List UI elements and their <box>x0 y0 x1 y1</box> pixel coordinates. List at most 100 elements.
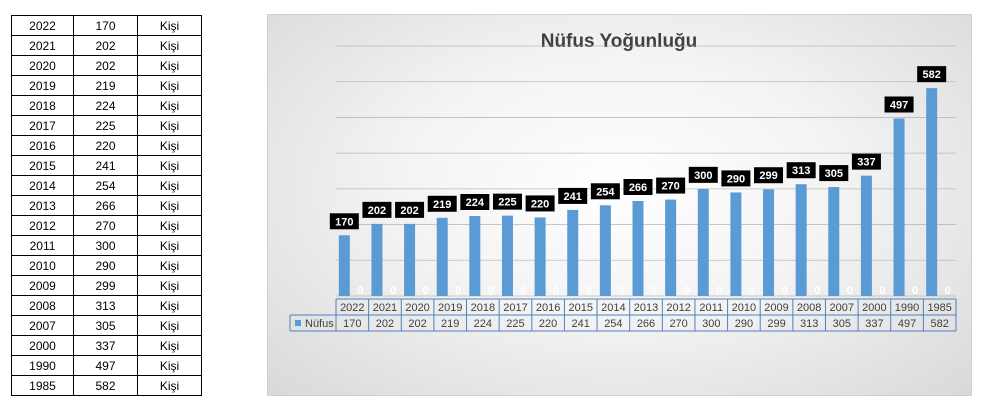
value-label: 224 <box>474 318 492 330</box>
zero-label: 0 <box>618 285 624 297</box>
value-cell[interactable]: 300 <box>73 235 138 256</box>
year-cell[interactable]: 2010 <box>11 255 74 276</box>
value-cell[interactable]: 224 <box>73 95 138 116</box>
value-label: 225 <box>506 318 524 330</box>
category-label: 2015 <box>568 302 592 314</box>
category-label: 2011 <box>699 302 723 314</box>
year-cell[interactable]: 2015 <box>11 155 74 176</box>
value-cell[interactable]: 202 <box>73 55 138 76</box>
table-row: 2022 170 Kişi <box>11 15 202 36</box>
unit-cell[interactable]: Kişi <box>137 335 202 356</box>
table-row: 2013 266 Kişi <box>11 195 202 216</box>
unit-cell[interactable]: Kişi <box>137 55 202 76</box>
data-table: 2022 170 Kişi 2021 202 Kişi 2020 202 Kişi 2019 219… <box>11 15 202 396</box>
zero-label: 0 <box>553 285 559 297</box>
value-label: 266 <box>637 318 655 330</box>
year-cell[interactable]: 2008 <box>11 295 74 316</box>
year-cell[interactable]: 2019 <box>11 75 74 96</box>
bar <box>436 217 448 296</box>
year-cell[interactable]: 2021 <box>11 35 74 56</box>
unit-cell[interactable]: Kişi <box>137 355 202 376</box>
data-label-box <box>688 166 718 183</box>
bar <box>534 217 546 296</box>
value-cell[interactable]: 241 <box>73 155 138 176</box>
category-label: 2020 <box>405 302 429 314</box>
year-cell[interactable]: 2007 <box>11 315 74 336</box>
value-label: 219 <box>441 318 459 330</box>
data-label: 202 <box>368 205 386 217</box>
year-cell[interactable]: 2013 <box>11 195 74 216</box>
unit-cell[interactable]: Kişi <box>137 135 202 156</box>
bar <box>567 209 579 296</box>
value-cell[interactable]: 337 <box>73 335 138 356</box>
table-row: 1990 497 Kişi <box>11 355 202 376</box>
unit-cell[interactable]: Kişi <box>137 35 202 56</box>
unit-cell[interactable]: Kişi <box>137 255 202 276</box>
table-row: 2009 299 Kişi <box>11 275 202 296</box>
category-label: 2013 <box>634 302 658 314</box>
data-label: 241 <box>564 191 582 203</box>
unit-cell[interactable]: Kişi <box>137 235 202 256</box>
year-cell[interactable]: 2014 <box>11 175 74 196</box>
value-cell[interactable]: 202 <box>73 35 138 56</box>
unit-cell[interactable]: Kişi <box>137 95 202 116</box>
table-row: 2008 313 Kişi <box>11 295 202 316</box>
year-cell[interactable]: 2012 <box>11 215 74 236</box>
table-row: 2014 254 Kişi <box>11 175 202 196</box>
value-cell[interactable]: 299 <box>73 275 138 296</box>
data-label-box <box>917 66 947 83</box>
value-cell[interactable]: 220 <box>73 135 138 156</box>
unit-cell[interactable]: Kişi <box>137 15 202 36</box>
year-cell[interactable]: 2016 <box>11 135 74 156</box>
unit-cell[interactable]: Kişi <box>137 215 202 236</box>
year-cell[interactable]: 2017 <box>11 115 74 136</box>
value-cell[interactable]: 582 <box>73 375 138 396</box>
zero-label: 0 <box>945 285 951 297</box>
year-cell[interactable]: 2011 <box>11 235 74 256</box>
unit-cell[interactable]: Kişi <box>137 375 202 396</box>
unit-cell[interactable]: Kişi <box>137 295 202 316</box>
year-cell[interactable]: 2000 <box>11 335 74 356</box>
data-label: 266 <box>629 182 647 194</box>
value-cell[interactable]: 313 <box>73 295 138 316</box>
year-cell[interactable]: 2018 <box>11 95 74 116</box>
year-cell[interactable]: 2009 <box>11 275 74 296</box>
value-cell[interactable]: 254 <box>73 175 138 196</box>
unit-cell[interactable]: Kişi <box>137 315 202 336</box>
value-cell[interactable]: 497 <box>73 355 138 376</box>
value-cell[interactable]: 270 <box>73 215 138 236</box>
bar <box>697 188 709 296</box>
bar <box>501 215 513 296</box>
year-cell[interactable]: 1990 <box>11 355 74 376</box>
value-label: 202 <box>408 318 426 330</box>
value-cell[interactable]: 305 <box>73 315 138 336</box>
category-label: 2008 <box>797 302 821 314</box>
unit-cell[interactable]: Kişi <box>137 115 202 136</box>
table-row: 2018 224 Kişi <box>11 95 202 116</box>
data-label-box <box>460 194 490 210</box>
zero-label: 0 <box>716 285 722 297</box>
zero-label: 0 <box>749 285 755 297</box>
unit-cell[interactable]: Kişi <box>137 195 202 216</box>
data-label: 497 <box>890 100 908 112</box>
unit-cell[interactable]: Kişi <box>137 275 202 296</box>
value-cell[interactable]: 266 <box>73 195 138 216</box>
value-cell[interactable]: 219 <box>73 75 138 96</box>
data-label: 300 <box>694 170 712 182</box>
bar <box>893 118 905 296</box>
year-cell[interactable]: 2020 <box>11 55 74 76</box>
table-row: 2021 202 Kişi <box>11 35 202 56</box>
data-label: 219 <box>433 199 451 211</box>
value-label: 202 <box>376 318 394 330</box>
year-cell[interactable]: 2022 <box>11 15 74 36</box>
year-cell[interactable]: 1985 <box>11 375 74 396</box>
value-cell[interactable]: 170 <box>73 15 138 36</box>
unit-cell[interactable]: Kişi <box>137 155 202 176</box>
value-cell[interactable]: 225 <box>73 115 138 136</box>
bar <box>338 235 350 296</box>
population-chart: Nüfus Yoğunluğu 017002020202021902240225… <box>289 31 957 332</box>
chart-panel[interactable]: Nüfus Yoğunluğu 0 170 0 202 0 202 0 219 0 224 0 225… <box>267 14 972 396</box>
unit-cell[interactable]: Kişi <box>137 75 202 96</box>
unit-cell[interactable]: Kişi <box>137 175 202 196</box>
value-cell[interactable]: 290 <box>73 255 138 276</box>
